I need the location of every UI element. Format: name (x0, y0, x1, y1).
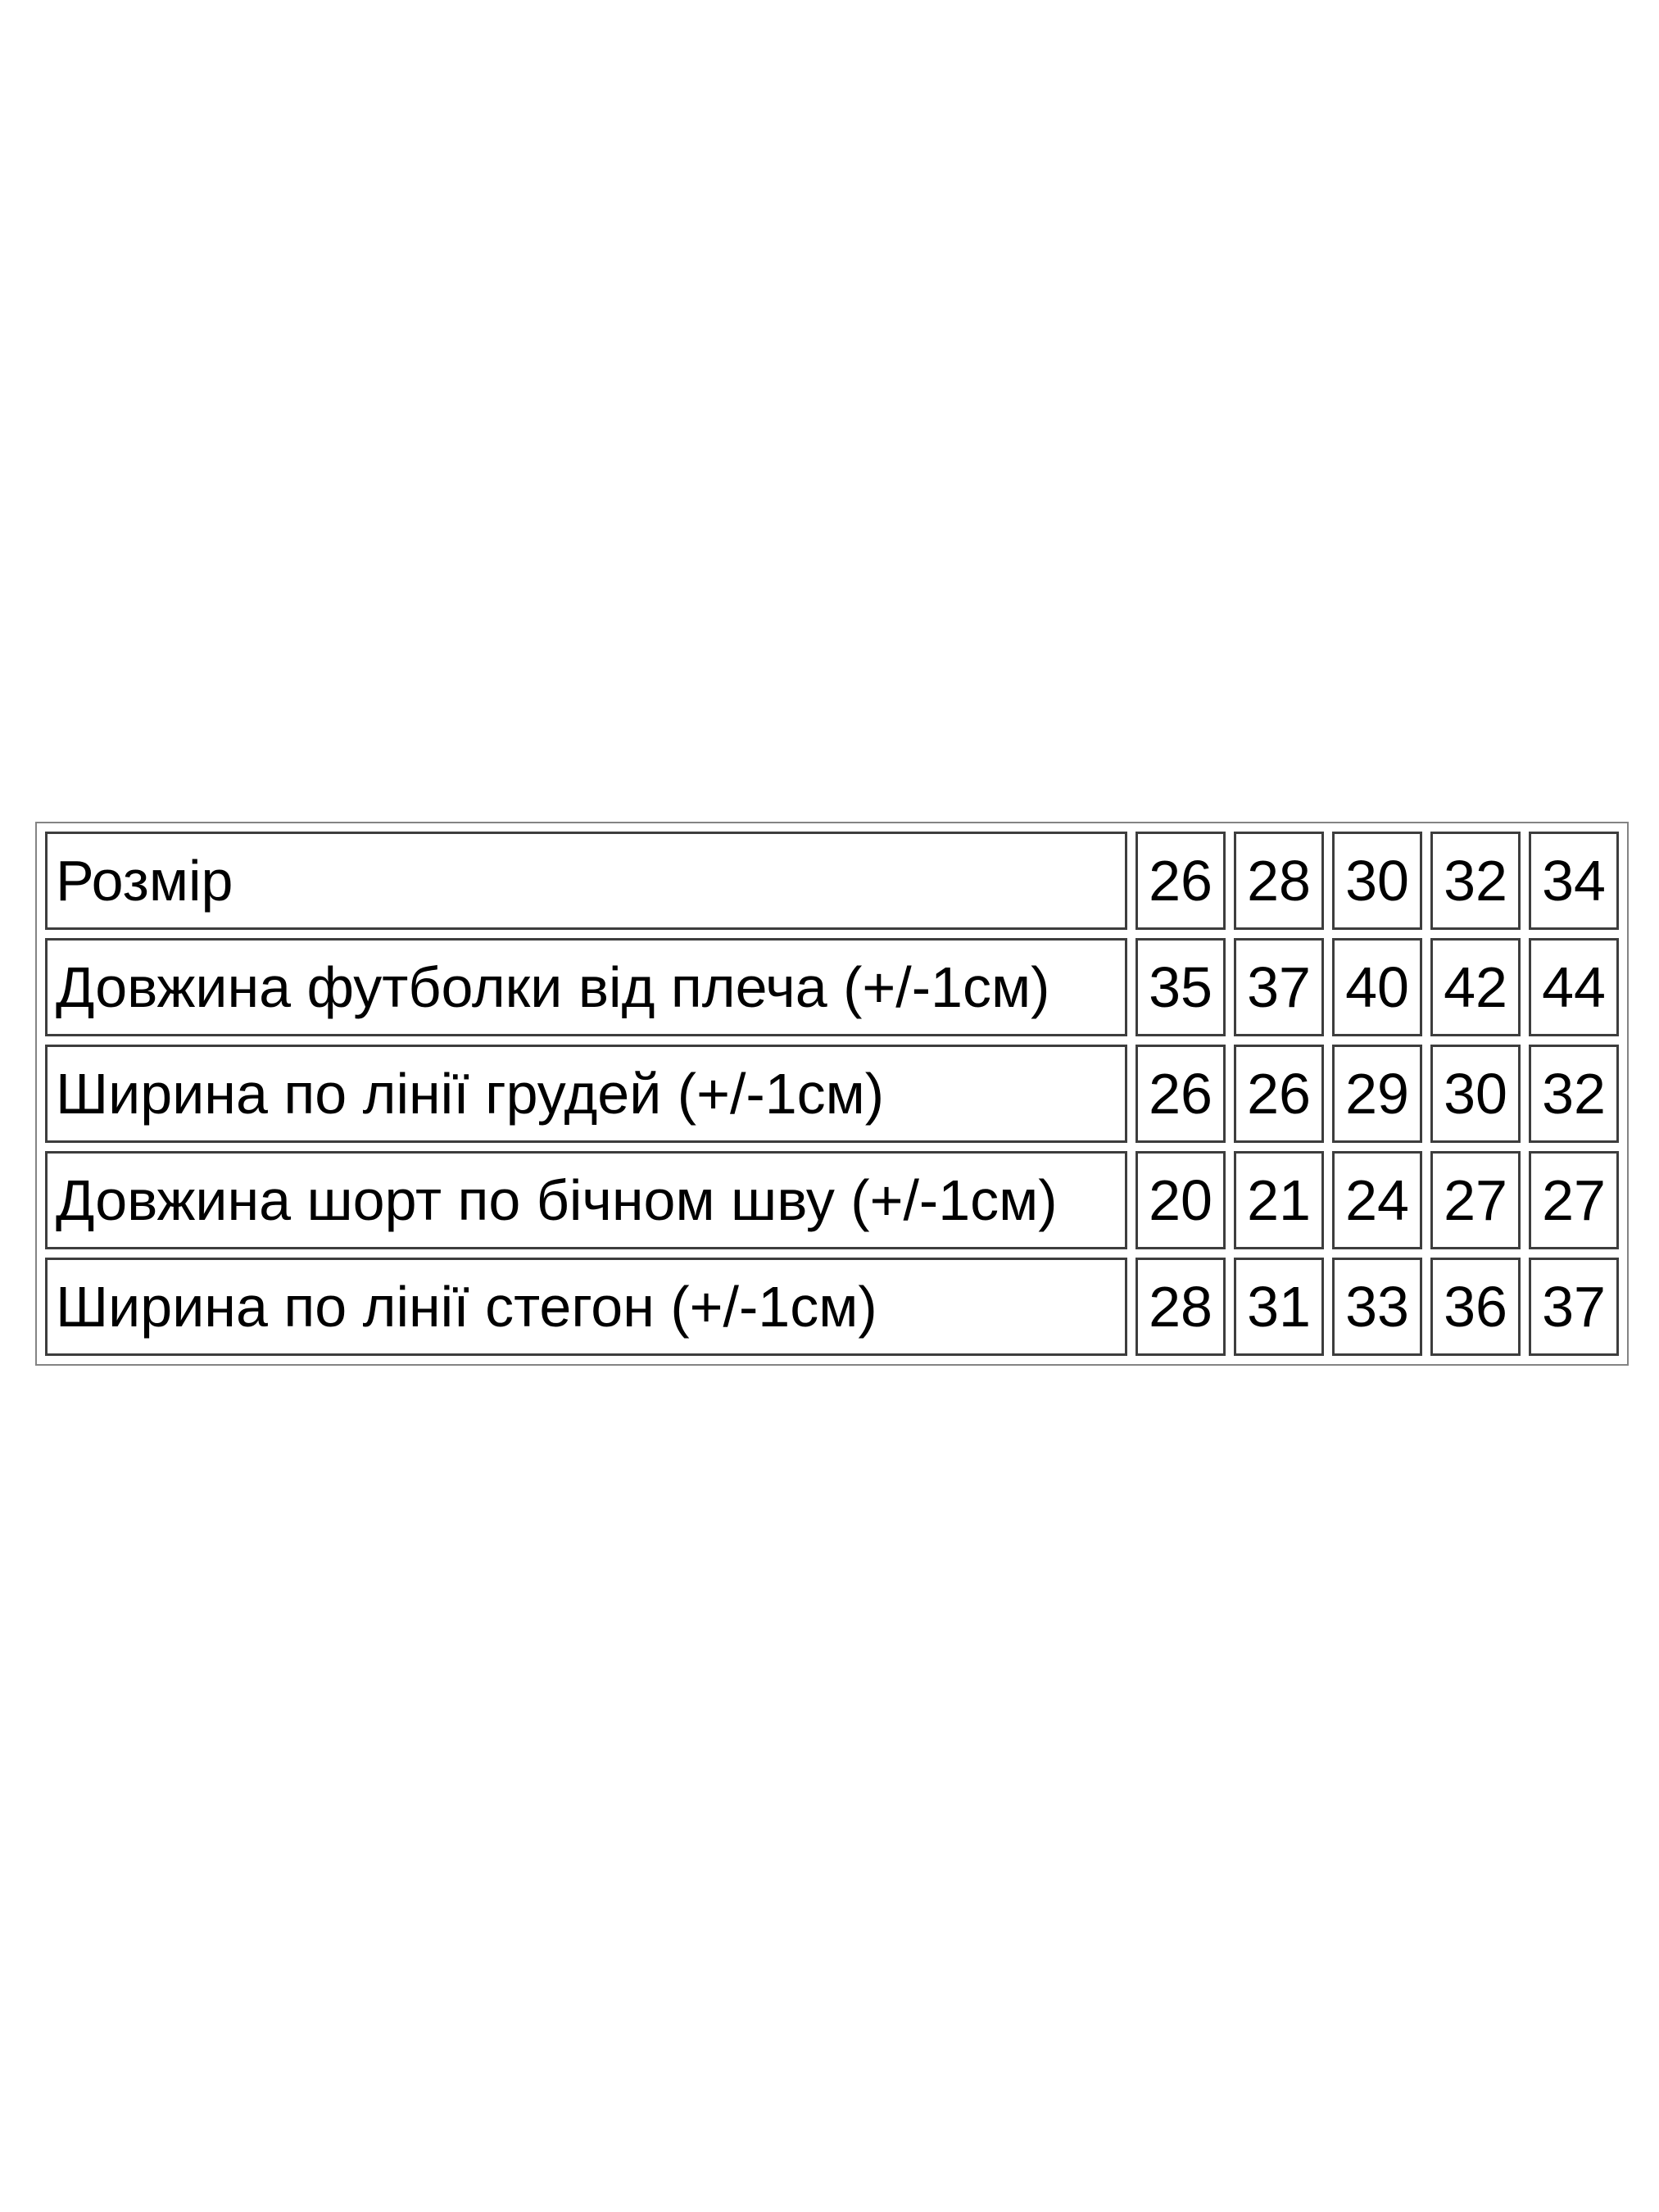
size-value-cell: 21 (1234, 1151, 1324, 1249)
size-value-cell: 31 (1234, 1258, 1324, 1356)
table-row-shorts-length: Довжина шорт по бічном шву (+/-1см) 20 2… (45, 1151, 1619, 1249)
size-value-cell: 24 (1332, 1151, 1422, 1249)
row-label: Ширина по лінії стегон (+/-1см) (45, 1258, 1127, 1356)
size-value-cell: 20 (1135, 1151, 1226, 1249)
size-value-cell: 40 (1332, 938, 1422, 1036)
size-value-cell: 28 (1234, 832, 1324, 930)
size-value-cell: 32 (1529, 1045, 1619, 1143)
size-value-cell: 29 (1332, 1045, 1422, 1143)
size-value-cell: 27 (1430, 1151, 1521, 1249)
size-value-cell: 28 (1135, 1258, 1226, 1356)
size-value-cell: 32 (1430, 832, 1521, 930)
table-row-chest-width: Ширина по лінії грудей (+/-1см) 26 26 29… (45, 1045, 1619, 1143)
size-value-cell: 26 (1234, 1045, 1324, 1143)
size-value-cell: 37 (1234, 938, 1324, 1036)
size-value-cell: 30 (1430, 1045, 1521, 1143)
table-row-hip-width: Ширина по лінії стегон (+/-1см) 28 31 33… (45, 1258, 1619, 1356)
size-value-cell: 27 (1529, 1151, 1619, 1249)
table-row-size: Розмір 26 28 30 32 34 (45, 832, 1619, 930)
size-value-cell: 42 (1430, 938, 1521, 1036)
size-value-cell: 35 (1135, 938, 1226, 1036)
row-label: Довжина футболки від плеча (+/-1см) (45, 938, 1127, 1036)
size-chart-table: Розмір 26 28 30 32 34 Довжина футболки в… (35, 822, 1629, 1366)
size-value-cell: 30 (1332, 832, 1422, 930)
size-value-cell: 36 (1430, 1258, 1521, 1356)
row-label: Ширина по лінії грудей (+/-1см) (45, 1045, 1127, 1143)
size-value-cell: 34 (1529, 832, 1619, 930)
size-value-cell: 26 (1135, 832, 1226, 930)
size-value-cell: 37 (1529, 1258, 1619, 1356)
size-value-cell: 44 (1529, 938, 1619, 1036)
size-chart: Розмір 26 28 30 32 34 Довжина футболки в… (35, 822, 1629, 1366)
size-value-cell: 26 (1135, 1045, 1226, 1143)
size-value-cell: 33 (1332, 1258, 1422, 1356)
row-label: Розмір (45, 832, 1127, 930)
table-row-shirt-length: Довжина футболки від плеча (+/-1см) 35 3… (45, 938, 1619, 1036)
row-label: Довжина шорт по бічном шву (+/-1см) (45, 1151, 1127, 1249)
